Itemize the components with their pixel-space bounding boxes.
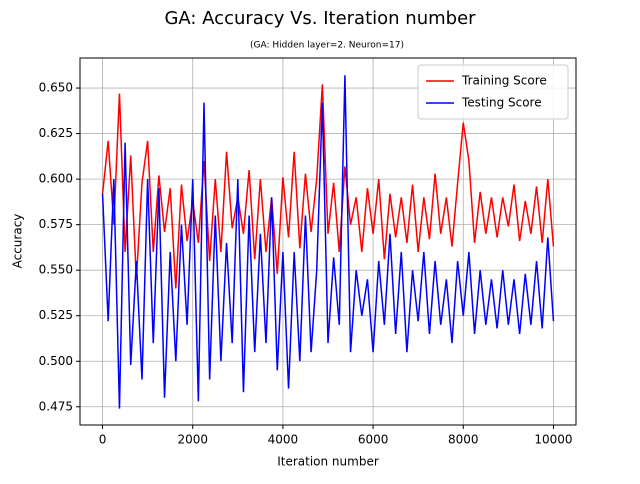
- x-tick-label: 4000: [268, 433, 299, 447]
- data-line: [101, 84, 555, 289]
- x-axis-label: Iteration number: [277, 455, 379, 469]
- chart-title: GA: Accuracy Vs. Iteration number: [164, 8, 476, 29]
- data-line: [101, 75, 555, 409]
- y-axis-label: Accuracy: [11, 214, 25, 269]
- y-tick-label: 0.650: [39, 81, 73, 95]
- x-tick-label: 8000: [448, 433, 479, 447]
- legend-label: Training Score: [461, 74, 547, 88]
- legend-label: Testing Score: [461, 96, 542, 110]
- x-tick-label: 2000: [177, 433, 208, 447]
- chart-subtitle: (GA: Hidden layer=2. Neuron=17): [250, 41, 404, 51]
- y-tick-label: 0.475: [39, 399, 73, 413]
- y-tick-label: 0.625: [39, 126, 73, 140]
- x-tick-label: 0: [99, 433, 107, 447]
- x-tick-label: 10000: [534, 433, 572, 447]
- y-tick-label: 0.600: [39, 172, 73, 186]
- y-tick-label: 0.550: [39, 263, 73, 277]
- x-tick-label: 6000: [358, 433, 389, 447]
- y-tick-label: 0.500: [39, 354, 73, 368]
- legend-box: [417, 64, 569, 120]
- y-tick-label: 0.525: [39, 308, 73, 322]
- plot-frame: [79, 57, 577, 426]
- y-tick-label: 0.575: [39, 217, 73, 231]
